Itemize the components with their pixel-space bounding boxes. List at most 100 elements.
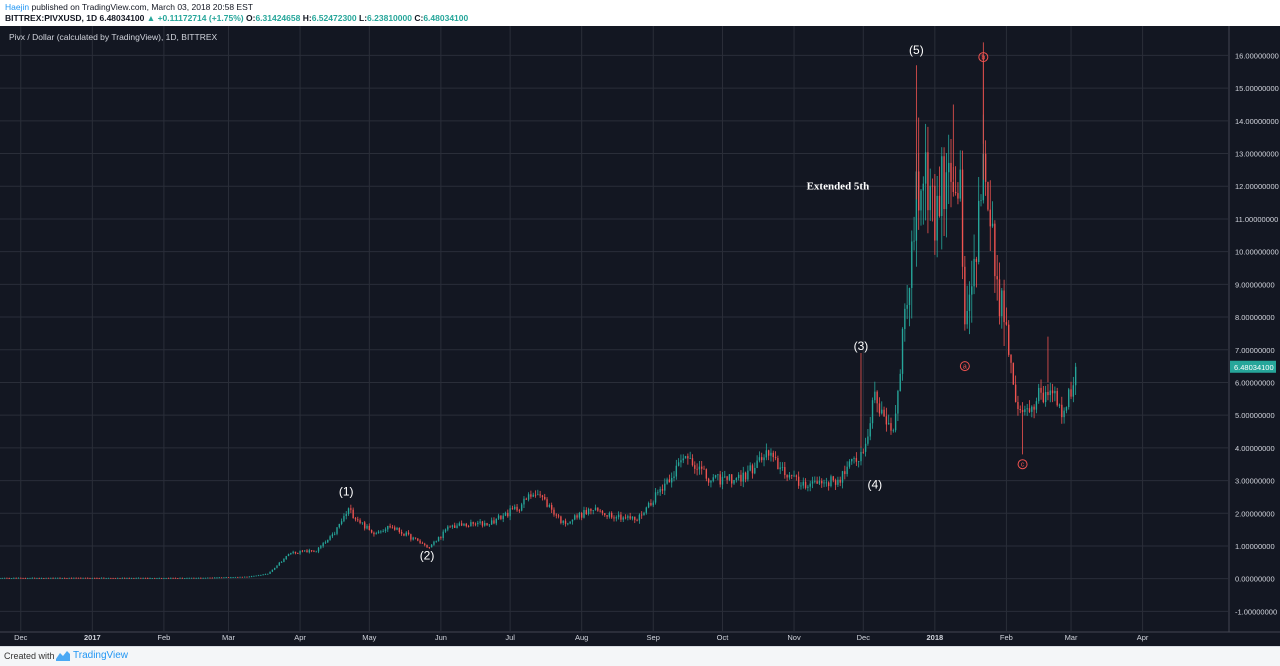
corrective-label: c: [1021, 462, 1025, 469]
candle-body: [488, 524, 491, 526]
candle-body: [701, 466, 703, 469]
candle-body: [447, 526, 449, 530]
tradingview-brand-link[interactable]: TradingView: [73, 650, 129, 661]
y-tick-label: 8.00000000: [1235, 313, 1275, 322]
candle-body: [290, 552, 292, 555]
candle-body: [77, 577, 80, 579]
candle-body: [264, 573, 267, 575]
candle-body: [27, 578, 29, 579]
candle-body: [301, 550, 304, 552]
candle-body: [285, 556, 287, 559]
candle-body: [200, 577, 202, 579]
candlestick-chart[interactable]: (1) (2) (3) (4) (5) a b c Extended 5th -1.000000…: [0, 26, 1280, 646]
candle-body: [133, 577, 135, 579]
candle-body: [1033, 406, 1035, 410]
candle-body: [647, 503, 650, 508]
time-axis[interactable]: Dec 2017 Feb Mar Apr May Jun Jul Aug Sep Oct Nov Dec…: [14, 633, 1149, 642]
candle-body: [248, 576, 250, 578]
candle-body: [772, 452, 774, 458]
candle-body: [484, 523, 486, 526]
candle-body: [816, 481, 818, 484]
candle-body: [313, 551, 315, 553]
candle-body: [610, 512, 613, 518]
close-value: 6.48034100: [423, 13, 469, 23]
candle-body: [516, 506, 518, 511]
y-tick-label: 7.00000000: [1235, 346, 1275, 355]
candle-body: [844, 471, 846, 475]
candle-body: [377, 531, 380, 534]
candle-body: [107, 577, 110, 579]
candle-body: [130, 577, 133, 579]
candle-body: [477, 522, 479, 525]
candle-body: [1056, 390, 1058, 406]
candle-body: [8, 578, 10, 579]
candle-body: [250, 576, 253, 578]
candle-body: [615, 517, 618, 519]
candle-body: [156, 578, 158, 579]
candle-body: [361, 522, 364, 524]
candle-body: [587, 508, 590, 515]
created-with-text: Created with: [4, 651, 55, 661]
candle-body: [1017, 401, 1019, 409]
x-tick-label: Apr: [294, 633, 306, 642]
candle-body: [87, 577, 89, 579]
author-link[interactable]: Haejin: [5, 2, 30, 12]
candle-body: [158, 578, 160, 579]
candle-body: [172, 577, 174, 579]
candle-body: [643, 512, 645, 516]
candle-body: [846, 466, 848, 475]
candle-body: [885, 416, 888, 425]
candle-body: [160, 578, 163, 579]
candle-body: [638, 514, 641, 521]
candle-body: [1042, 392, 1045, 403]
candle-body: [105, 578, 107, 579]
y-tick-label: 12.00000000: [1235, 182, 1279, 191]
x-tick-label: Aug: [575, 633, 588, 642]
candle-body: [61, 577, 64, 579]
candle-body: [834, 480, 837, 485]
candle-body: [994, 223, 996, 277]
candle-body: [973, 258, 975, 287]
candle-body: [495, 518, 497, 524]
candle-body: [929, 185, 931, 211]
candle-body: [1065, 407, 1068, 411]
candle-body: [82, 577, 84, 579]
candle-body: [592, 510, 594, 512]
candle-body: [299, 550, 301, 554]
candle-body: [179, 577, 181, 579]
candle-body: [1047, 391, 1049, 396]
candle-body: [594, 507, 597, 511]
candle-body: [562, 520, 564, 523]
candle-body: [262, 574, 264, 576]
candle-body: [59, 577, 61, 579]
candle-body: [913, 240, 915, 242]
candle-body: [195, 577, 197, 579]
candle-body: [331, 534, 334, 537]
price-axis[interactable]: -1.00000000 0.00000000 1.00000000 2.0000000…: [1235, 51, 1279, 616]
candle-body: [959, 169, 961, 199]
wave-label: (4): [867, 478, 882, 492]
y-tick-label: 5.00000000: [1235, 411, 1275, 420]
candle-body: [1068, 389, 1070, 408]
x-tick-label: Dec: [857, 633, 871, 642]
candle-body: [557, 515, 560, 517]
candle-body: [786, 475, 788, 478]
price-tag-label: 6.48034100: [1234, 363, 1274, 372]
chart-area[interactable]: (1) (2) (3) (4) (5) a b c Extended 5th -1.000000…: [0, 26, 1280, 646]
price-change: +0.11172714 (+1.75%): [157, 13, 244, 23]
candle-body: [389, 525, 391, 528]
candle-body: [354, 518, 357, 520]
candle-body: [398, 527, 401, 533]
candle-body: [140, 577, 142, 579]
candle-body: [754, 467, 756, 474]
x-tick-label: Feb: [1000, 633, 1013, 642]
tradingview-logo-icon: [56, 651, 70, 661]
candle-body: [1028, 408, 1031, 412]
candle-body: [234, 577, 237, 578]
candle-body: [336, 527, 338, 534]
candle-body: [631, 516, 634, 519]
candle-body: [1010, 354, 1012, 363]
candle-body: [765, 450, 768, 458]
candle-body: [797, 476, 800, 486]
candle-body: [329, 536, 331, 540]
